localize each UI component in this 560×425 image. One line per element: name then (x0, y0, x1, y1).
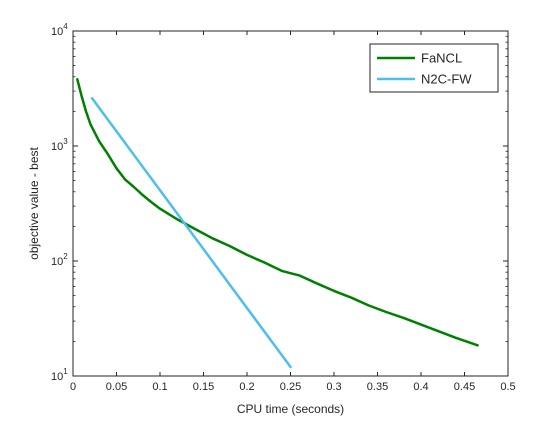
x-tick-label: 0.35 (367, 381, 388, 393)
x-tick-label: 0.45 (454, 381, 475, 393)
legend-label-fancl: FaNCL (421, 51, 462, 66)
x-tick-label: 0.05 (106, 381, 127, 393)
legend-label-n2c-fw: N2C-FW (421, 72, 472, 87)
x-tick-label: 0.2 (239, 381, 254, 393)
y-tick-label: 103 (51, 137, 68, 153)
x-tick-label: 0.15 (193, 381, 214, 393)
x-tick-label: 0.25 (280, 381, 301, 393)
y-tick-label: 101 (51, 367, 68, 383)
y-tick-label: 104 (51, 22, 68, 38)
x-axis-label: CPU time (seconds) (237, 402, 344, 416)
series-line-n2c-fw (90, 97, 292, 369)
legend-box (369, 43, 499, 93)
y-tick-label: 102 (51, 252, 68, 268)
x-tick-label: 0.5 (500, 381, 515, 393)
x-tick-label: 0.3 (326, 381, 341, 393)
series-line-fancl (76, 78, 479, 347)
y-axis-label: objective value - best (27, 146, 41, 259)
x-tick-label: 0.4 (413, 381, 428, 393)
x-tick-label: 0 (70, 381, 76, 393)
x-tick-label: 0.1 (152, 381, 167, 393)
